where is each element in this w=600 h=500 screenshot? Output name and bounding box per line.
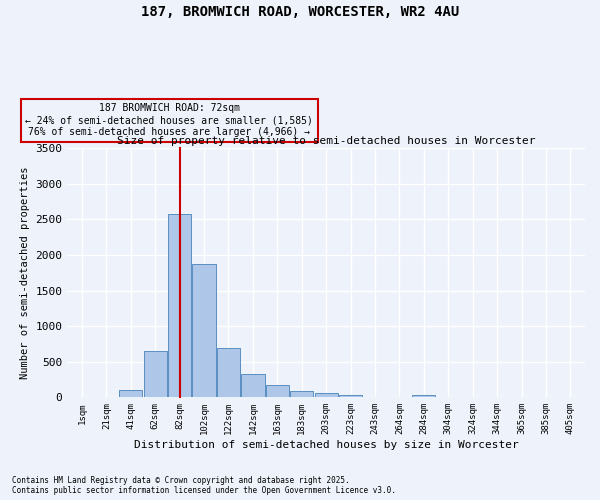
Bar (143, 351, 167, 398)
Bar (217, 348, 240, 398)
Bar (241, 374, 265, 398)
Text: Contains HM Land Registry data © Crown copyright and database right 2025.
Contai: Contains HM Land Registry data © Crown c… (12, 476, 396, 495)
Bar (193, 264, 215, 398)
Bar (412, 395, 436, 398)
Bar (168, 214, 191, 398)
Bar (119, 390, 142, 398)
Title: Size of property relative to semi-detached houses in Worcester: Size of property relative to semi-detach… (117, 136, 535, 146)
Text: 187 BROMWICH ROAD: 72sqm
← 24% of semi-detached houses are smaller (1,585)
76% o: 187 BROMWICH ROAD: 72sqm ← 24% of semi-d… (25, 104, 313, 136)
Text: 187, BROMWICH ROAD, WORCESTER, WR2 4AU: 187, BROMWICH ROAD, WORCESTER, WR2 4AU (141, 5, 459, 19)
Bar (266, 384, 289, 398)
Bar (314, 393, 338, 398)
Bar (339, 395, 362, 398)
Bar (290, 391, 313, 398)
Y-axis label: Number of semi-detached properties: Number of semi-detached properties (20, 166, 30, 379)
Bar (364, 396, 386, 398)
X-axis label: Distribution of semi-detached houses by size in Worcester: Distribution of semi-detached houses by … (134, 440, 518, 450)
